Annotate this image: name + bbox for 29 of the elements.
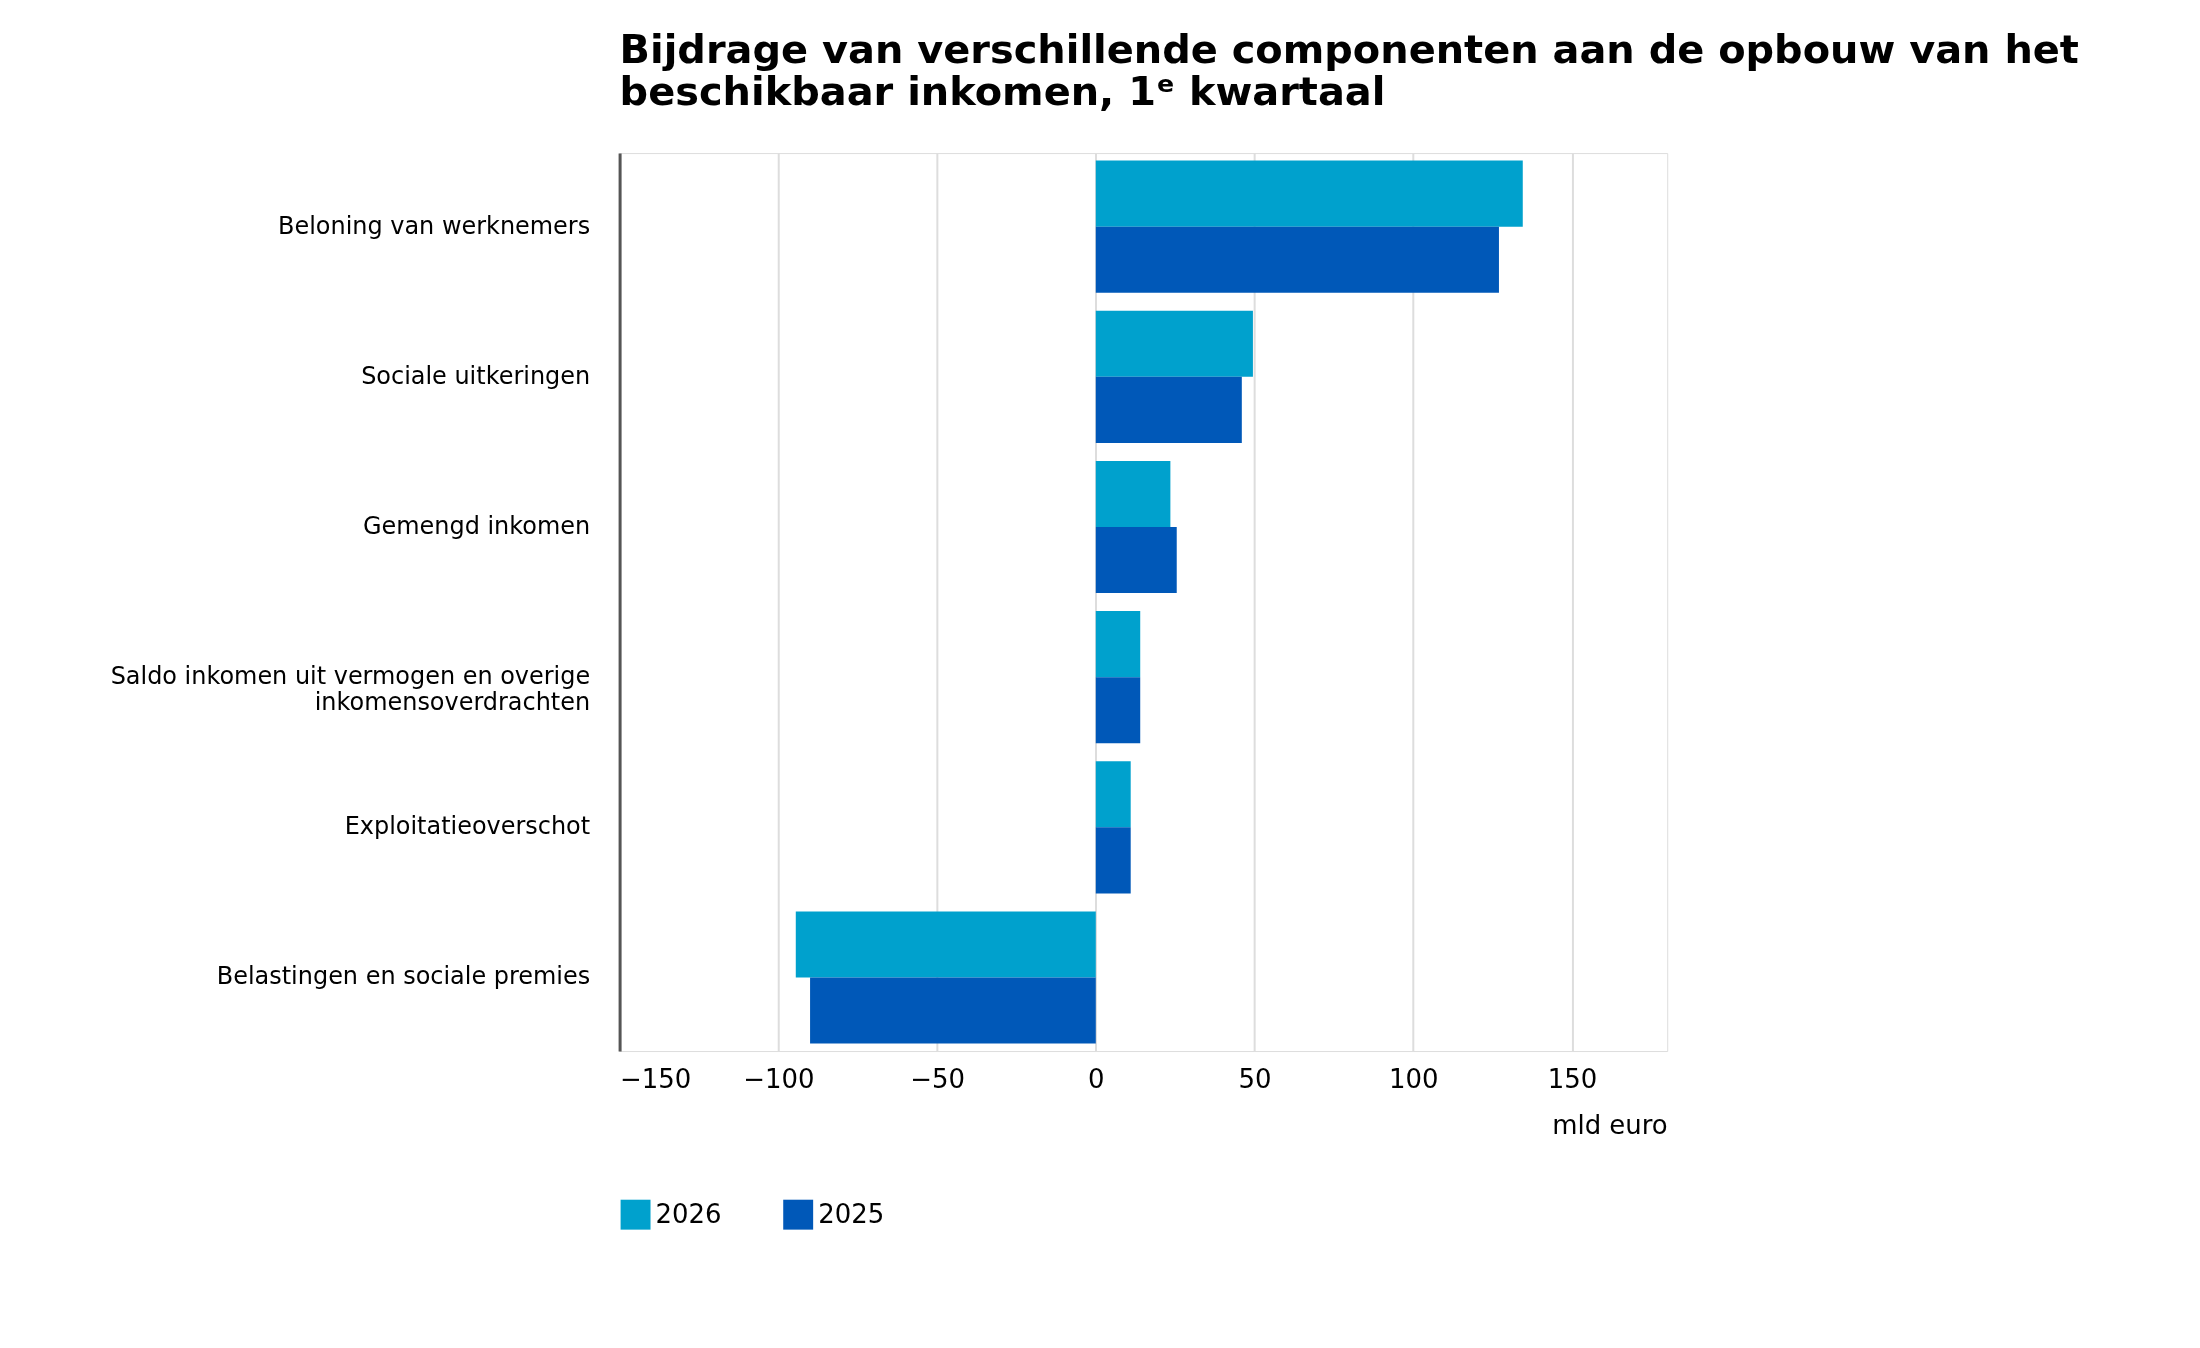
x-tick-label: 150 bbox=[1547, 1064, 1598, 1095]
y-tick-label: Gemengd inkomen bbox=[362, 511, 591, 540]
x-tick-label: −50 bbox=[910, 1064, 965, 1095]
x-tick-label: −150 bbox=[620, 1064, 692, 1095]
bar bbox=[1095, 160, 1523, 227]
chart-title: Bijdrage van verschillende componenten aan de opbouw van het beschikbaar inkomen, 1ᵉ kwartaal bbox=[619, 26, 2079, 115]
bar bbox=[1095, 526, 1177, 594]
x-axis-title: mld euro bbox=[1552, 1110, 1668, 1141]
bar bbox=[1095, 376, 1242, 443]
bar bbox=[1095, 460, 1171, 527]
x-tick-label: −100 bbox=[743, 1064, 815, 1095]
bar bbox=[1095, 761, 1131, 828]
y-tick-label: Belastingen en sociale premies bbox=[216, 962, 591, 991]
y-tick-label: Beloning van werknemers bbox=[278, 211, 591, 240]
bar bbox=[1095, 677, 1141, 744]
x-tick-label: 0 bbox=[1088, 1064, 1105, 1095]
legend-label: 2025 bbox=[818, 1198, 885, 1229]
y-tick-label: Saldo inkomen uit vermogen en overige inkomensoverdrachten bbox=[110, 662, 591, 717]
bar bbox=[1095, 310, 1253, 377]
y-tick-label: Exploitatieoverschot bbox=[344, 812, 591, 841]
y-tick-label: Sociale uitkeringen bbox=[361, 361, 591, 390]
x-tick-label: 100 bbox=[1388, 1064, 1439, 1095]
bar bbox=[1095, 226, 1499, 293]
x-tick-label: 50 bbox=[1238, 1064, 1272, 1095]
bar bbox=[1095, 611, 1141, 678]
bar bbox=[810, 977, 1096, 1044]
legend-label: 2026 bbox=[655, 1198, 722, 1229]
bar bbox=[1095, 827, 1131, 894]
bar bbox=[795, 911, 1096, 978]
